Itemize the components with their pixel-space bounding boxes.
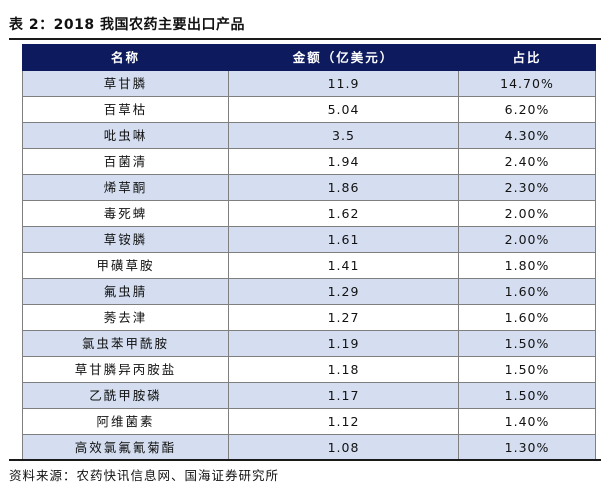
cell-share: 1.30% — [458, 434, 596, 461]
cell-share: 2.30% — [458, 174, 596, 201]
cell-amount: 1.19 — [228, 330, 459, 357]
cell-amount: 1.17 — [228, 382, 459, 409]
table-row: 吡虫啉 3.5 4.30% — [22, 122, 596, 149]
table-row: 氯虫苯甲酰胺 1.19 1.50% — [22, 330, 596, 357]
table-header-row: 名称 金额（亿美元） 占比 — [22, 44, 596, 71]
cell-name: 甲磺草胺 — [22, 252, 229, 279]
table-row: 烯草酮 1.86 2.30% — [22, 174, 596, 201]
cell-name: 草铵膦 — [22, 226, 229, 253]
cell-amount: 1.27 — [228, 304, 459, 331]
cell-name: 百菌清 — [22, 148, 229, 175]
cell-name: 草甘膦异丙胺盐 — [22, 356, 229, 383]
table-row: 百菌清 1.94 2.40% — [22, 148, 596, 175]
table-row: 乙酰甲胺磷 1.17 1.50% — [22, 382, 596, 409]
source-note: 资料来源：农药快讯信息网、国海证券研究所 — [9, 468, 280, 483]
cell-amount: 1.62 — [228, 200, 459, 227]
bottom-rule — [9, 459, 601, 461]
cell-amount: 1.94 — [228, 148, 459, 175]
cell-name: 烯草酮 — [22, 174, 229, 201]
cell-name: 草甘膦 — [22, 70, 229, 97]
cell-name: 阿维菌素 — [22, 408, 229, 435]
cell-name: 百草枯 — [22, 96, 229, 123]
cell-name: 莠去津 — [22, 304, 229, 331]
cell-share: 1.60% — [458, 304, 596, 331]
cell-amount: 1.29 — [228, 278, 459, 305]
table-row: 毒死蜱 1.62 2.00% — [22, 200, 596, 227]
cell-share: 1.40% — [458, 408, 596, 435]
cell-share: 1.60% — [458, 278, 596, 305]
cell-name: 乙酰甲胺磷 — [22, 382, 229, 409]
table-row: 草铵膦 1.61 2.00% — [22, 226, 596, 253]
cell-share: 2.00% — [458, 200, 596, 227]
table-caption: 表 2：2018 我国农药主要出口产品 — [9, 17, 245, 33]
cell-amount: 1.12 — [228, 408, 459, 435]
cell-amount: 1.61 — [228, 226, 459, 253]
cell-share: 1.50% — [458, 382, 596, 409]
column-header-name: 名称 — [22, 44, 229, 71]
table-row: 草甘膦异丙胺盐 1.18 1.50% — [22, 356, 596, 383]
cell-amount: 1.86 — [228, 174, 459, 201]
cell-share: 1.50% — [458, 330, 596, 357]
cell-name: 吡虫啉 — [22, 122, 229, 149]
cell-amount: 5.04 — [228, 96, 459, 123]
table-row: 甲磺草胺 1.41 1.80% — [22, 252, 596, 279]
cell-amount: 1.08 — [228, 434, 459, 461]
column-header-amount: 金额（亿美元） — [228, 44, 459, 71]
cell-share: 1.80% — [458, 252, 596, 279]
cell-share: 6.20% — [458, 96, 596, 123]
cell-share: 4.30% — [458, 122, 596, 149]
export-products-table: 名称 金额（亿美元） 占比 草甘膦 11.9 14.70% 百草枯 5.04 6.20% 吡… — [22, 44, 596, 461]
cell-name: 毒死蜱 — [22, 200, 229, 227]
cell-name: 高效氯氟氰菊酯 — [22, 434, 229, 461]
cell-share: 14.70% — [458, 70, 596, 97]
column-header-share: 占比 — [458, 44, 596, 71]
cell-share: 2.00% — [458, 226, 596, 253]
table-row: 阿维菌素 1.12 1.40% — [22, 408, 596, 435]
cell-amount: 3.5 — [228, 122, 459, 149]
cell-share: 1.50% — [458, 356, 596, 383]
table-row: 高效氯氟氰菊酯 1.08 1.30% — [22, 434, 596, 461]
cell-amount: 11.9 — [228, 70, 459, 97]
cell-amount: 1.41 — [228, 252, 459, 279]
table-row: 氟虫腈 1.29 1.60% — [22, 278, 596, 305]
top-rule — [9, 38, 601, 40]
cell-name: 氯虫苯甲酰胺 — [22, 330, 229, 357]
table-row: 莠去津 1.27 1.60% — [22, 304, 596, 331]
cell-share: 2.40% — [458, 148, 596, 175]
table-row: 百草枯 5.04 6.20% — [22, 96, 596, 123]
table-row: 草甘膦 11.9 14.70% — [22, 70, 596, 97]
cell-amount: 1.18 — [228, 356, 459, 383]
cell-name: 氟虫腈 — [22, 278, 229, 305]
